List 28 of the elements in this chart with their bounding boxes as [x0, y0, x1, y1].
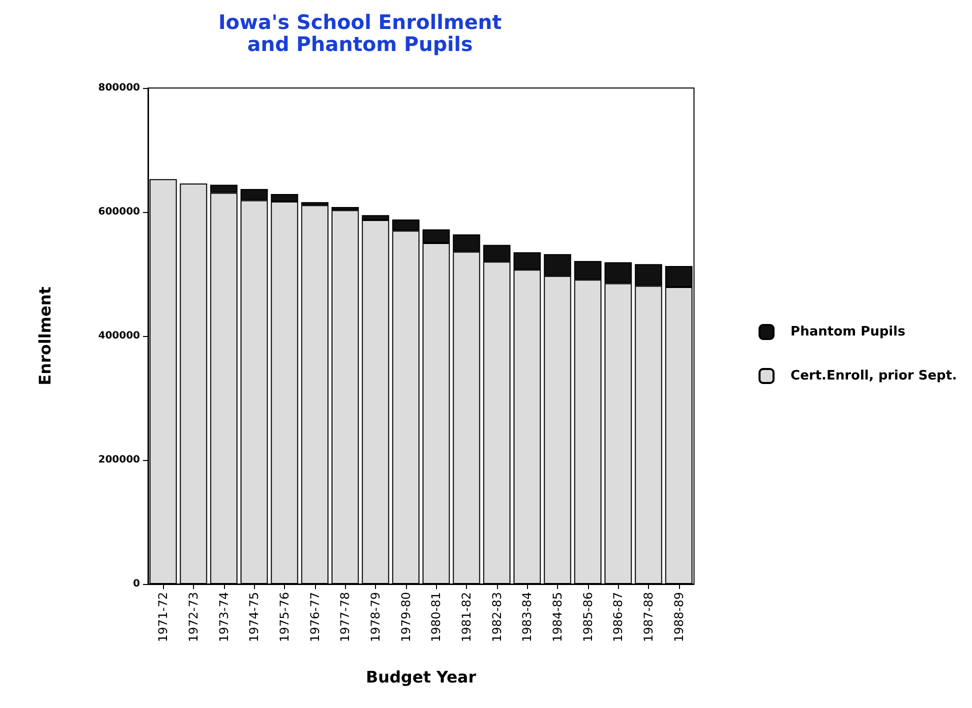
x-tick-label: 1985-86: [580, 592, 595, 642]
x-tick-label: 1978-79: [368, 592, 382, 642]
x-tick-label: 1987-88: [642, 592, 656, 642]
legend-label: Phantom Pupils: [790, 324, 906, 340]
y-axis-title: Enrollment: [36, 286, 54, 386]
x-tick-label: 1981-82: [460, 592, 474, 642]
x-tick-label: 1986-87: [611, 592, 626, 642]
x-tick-label: 1973-74: [216, 592, 231, 642]
y-tick-label: 200000: [98, 454, 140, 466]
x-axis-title: Budget Year: [366, 668, 476, 686]
x-tick-label: 1972-73: [186, 592, 200, 642]
x-tick-label: 1974-75: [247, 592, 262, 642]
x-tick-label: 1980-81: [429, 592, 444, 642]
x-tick-label: 1971-72: [156, 592, 170, 642]
x-tick-label: 1976-77: [308, 592, 322, 642]
x-tick-label: 1979-80: [398, 592, 413, 642]
x-tick-label: 1983-84: [520, 592, 534, 642]
x-tick-label: 1975-76: [278, 592, 292, 642]
y-tick-label: 0: [133, 578, 140, 590]
chart-title: Iowa's School Enrollment and Phantom Pupils: [218, 10, 502, 56]
x-tick-label: 1977-78: [338, 592, 352, 642]
y-tick-label: 400000: [98, 330, 140, 342]
x-tick-label: 1982-83: [490, 592, 504, 642]
legend-label: Cert.Enroll, prior Sept.: [790, 368, 958, 384]
y-tick-label: 800000: [98, 82, 140, 94]
x-tick-label: 1984-85: [550, 592, 564, 642]
x-tick-label: 1988-89: [672, 592, 686, 642]
y-tick-label: 600000: [98, 206, 140, 218]
